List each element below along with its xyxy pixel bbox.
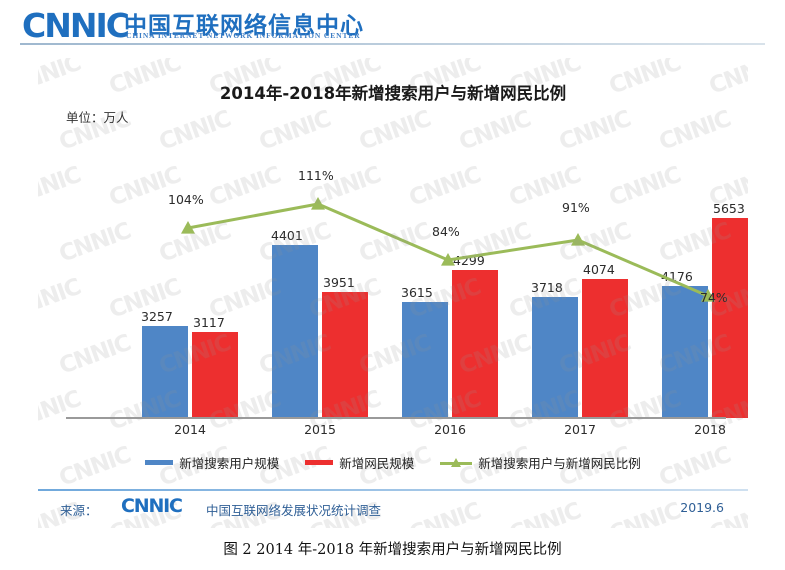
chart-legend: 新增搜索用户规模 新增网民规模 新增搜索用户与新增网民比例 (38, 453, 748, 472)
ratio-value-2016: 84% (432, 224, 460, 239)
bar-search-users-2014 (142, 326, 188, 418)
unit-label: 单位：万人 (66, 110, 129, 125)
bar-value-search-users-2016: 3615 (401, 285, 433, 300)
x-axis-tick-2015: 2015 (304, 422, 336, 437)
legend-label-search-users: 新增搜索用户规模 (179, 456, 280, 471)
source-survey-name: 中国互联网络发展状况统计调查 (206, 503, 382, 518)
source-label: 来源： (60, 503, 98, 518)
header-divider (20, 43, 765, 45)
bar-netizens-2016 (452, 270, 498, 418)
bar-value-netizens-2014: 3117 (193, 315, 225, 330)
legend-label-netizens: 新增网民规模 (339, 456, 415, 471)
bar-value-search-users-2014: 3257 (141, 309, 173, 324)
legend-item-ratio: 新增搜索用户与新增网民比例 (440, 453, 641, 472)
bar-value-netizens-2018: 5653 (713, 201, 745, 216)
chart-container: 2014年-2018年新增搜索用户与新增网民比例 单位：万人 3257 3117 4… (38, 58, 748, 528)
bar-netizens-2014 (192, 332, 238, 418)
footer-divider (38, 489, 748, 491)
ratio-value-2015: 111% (298, 168, 334, 183)
figure-caption: 图 2 2014 年-2018 年新增搜索用户与新增网民比例 (223, 542, 562, 558)
bar-netizens-2017 (582, 279, 628, 418)
chart-title: 2014年-2018年新增搜索用户与新增网民比例 (219, 84, 567, 103)
source-date: 2019.6 (680, 500, 724, 515)
bar-search-users-2015 (272, 245, 318, 418)
x-axis-tick-2016: 2016 (434, 422, 466, 437)
legend-swatch-blue-icon (145, 460, 174, 465)
ratio-line-path (187, 202, 709, 298)
bar-value-netizens-2015: 3951 (323, 275, 355, 290)
cnnic-logo: CNNIC (22, 6, 130, 45)
org-name-chinese: 中国互联网络信息中心 (124, 13, 364, 39)
ratio-line-chart (181, 197, 715, 302)
ratio-marker-2018 (701, 289, 715, 302)
ratio-marker-2014 (181, 221, 195, 234)
legend-swatch-red-icon (305, 460, 334, 465)
plot-area: 3257 3117 4401 3951 3615 4299 3718 4074 4176 5653… (74, 132, 748, 418)
bar-netizens-2018 (712, 218, 748, 418)
legend-line-green-icon (440, 457, 473, 469)
x-axis-line (66, 417, 726, 419)
legend-label-ratio: 新增搜索用户与新增网民比例 (478, 456, 641, 471)
ratio-value-2017: 91% (562, 200, 590, 215)
ratio-marker-2016 (441, 253, 455, 266)
page-header: CNNIC 中国互联网络信息中心 CHINA INTERNET NETWORK … (0, 0, 785, 46)
source-cnnic-logo: CNNIC (121, 495, 183, 517)
legend-item-netizens: 新增网民规模 (305, 453, 414, 472)
org-name-english: CHINA INTERNET NETWORK INFORMATION CENTE… (126, 31, 361, 40)
legend-item-search-users: 新增搜索用户规模 (145, 453, 279, 472)
ratio-marker-2017 (571, 233, 585, 246)
bar-value-search-users-2015: 4401 (271, 228, 303, 243)
bar-search-users-2017 (532, 297, 578, 418)
bar-value-search-users-2017: 3718 (531, 280, 563, 295)
x-axis-tick-2018: 2018 (694, 422, 726, 437)
bar-search-users-2018 (662, 286, 708, 418)
bar-search-users-2016 (402, 302, 448, 418)
bar-value-netizens-2017: 4074 (583, 262, 615, 277)
ratio-marker-2015 (311, 197, 325, 210)
ratio-value-2014: 104% (168, 192, 204, 207)
x-axis-tick-2017: 2017 (564, 422, 596, 437)
x-axis-tick-2014: 2014 (174, 422, 206, 437)
ratio-value-2018: 74% (700, 290, 728, 305)
chart-footer: 来源： CNNIC 中国互联网络发展状况统计调查 2019.6 (38, 495, 748, 521)
bar-netizens-2015 (322, 292, 368, 418)
